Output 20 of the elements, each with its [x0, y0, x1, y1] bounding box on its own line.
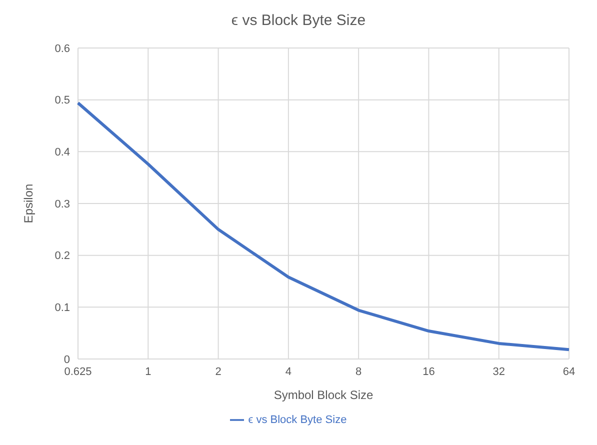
- y-tick-label: 0: [64, 354, 70, 366]
- x-tick-label: 16: [422, 366, 435, 378]
- y-axis-title: Epsilon: [21, 184, 36, 224]
- x-axis-title: Symbol Block Size: [274, 388, 374, 402]
- y-tick-label: 0.6: [54, 42, 70, 55]
- x-tick-label: 2: [215, 366, 222, 378]
- y-tick-label: 0.1: [54, 302, 70, 314]
- legend-label: ϵ vs Block Byte Size: [248, 414, 347, 426]
- y-tick-label: 0.3: [54, 198, 70, 210]
- y-tick-label: 0.4: [54, 146, 70, 159]
- line-series: [76, 101, 570, 352]
- y-tick-label: 0.2: [54, 250, 70, 262]
- x-tick-label: 32: [492, 366, 505, 378]
- x-tick-label: 64: [562, 366, 576, 378]
- y-tick-label: 0.5: [54, 94, 70, 107]
- x-tick-label: 1: [145, 366, 152, 378]
- x-tick-label: 8: [356, 366, 362, 378]
- x-tick-label: 0.625: [64, 366, 92, 378]
- chart-title: ϵ vs Block Byte Size: [230, 11, 367, 31]
- x-tick-label: 4: [285, 366, 292, 378]
